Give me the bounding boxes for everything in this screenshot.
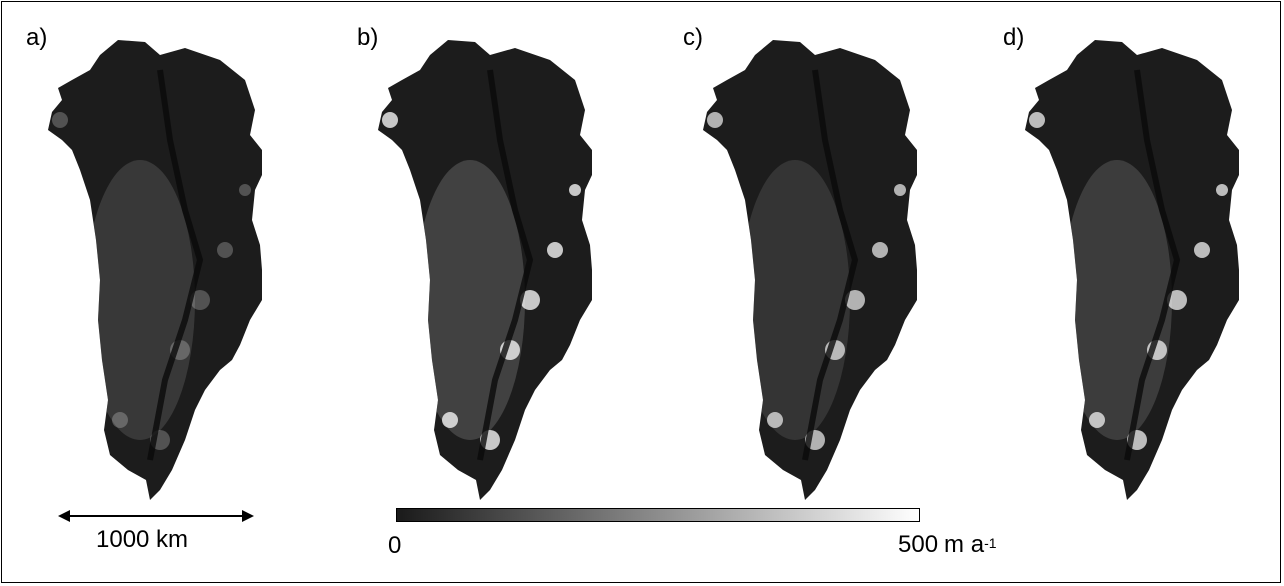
panel-label-d: d) xyxy=(1003,24,1025,51)
ice-divide xyxy=(802,69,859,461)
coastal-spot xyxy=(1216,184,1228,196)
ice-sheet-map-a xyxy=(48,40,262,500)
panel-label-c: c) xyxy=(683,24,703,51)
coastal-spot xyxy=(547,242,563,258)
panel-label-a: a) xyxy=(26,24,48,51)
coastal-spot xyxy=(520,290,540,310)
coastal-spot xyxy=(112,412,128,428)
coastal-spot xyxy=(1029,112,1045,128)
ice-divide xyxy=(147,69,204,461)
colorbar xyxy=(396,508,920,522)
coastal-spot xyxy=(217,242,233,258)
coastal-spot xyxy=(767,412,783,428)
coastal-spot xyxy=(442,412,458,428)
colorbar-max-label: 500 m a-1 xyxy=(898,532,997,558)
coastal-spot xyxy=(707,112,723,128)
coastal-spot xyxy=(1167,290,1187,310)
ice-divide xyxy=(477,69,534,461)
coastal-spot xyxy=(1089,412,1105,428)
ice-sheet-map-b xyxy=(378,40,592,500)
scale-bar-arrow xyxy=(58,510,254,522)
colorbar-max-value: 500 xyxy=(898,531,939,558)
coastal-spot xyxy=(569,184,581,196)
ice-sheet-map-d xyxy=(1025,40,1239,500)
coastal-spot xyxy=(894,184,906,196)
ice-sheet-outline xyxy=(48,40,262,500)
coastal-spot xyxy=(382,112,398,128)
ice-divide xyxy=(1124,69,1181,461)
coastal-spot xyxy=(845,290,865,310)
colorbar-max-exponent: -1 xyxy=(984,535,997,551)
west-zone xyxy=(1062,160,1172,440)
west-zone xyxy=(740,160,850,440)
ice-sheet-outline xyxy=(1025,40,1239,500)
ice-sheet-map-c xyxy=(703,40,917,500)
ice-sheet-outline xyxy=(378,40,592,500)
ice-sheet-outline xyxy=(703,40,917,500)
scale-bar-label: 1000 km xyxy=(96,526,189,553)
colorbar-min-label: 0 xyxy=(388,532,402,559)
west-zone xyxy=(85,160,195,440)
coastal-spot xyxy=(1194,242,1210,258)
coastal-spot xyxy=(52,112,68,128)
coastal-spot xyxy=(239,184,251,196)
colorbar-max-unit: m a xyxy=(944,531,985,558)
west-zone xyxy=(415,160,525,440)
coastal-spot xyxy=(190,290,210,310)
panel-label-b: b) xyxy=(357,24,379,51)
coastal-spot xyxy=(872,242,888,258)
